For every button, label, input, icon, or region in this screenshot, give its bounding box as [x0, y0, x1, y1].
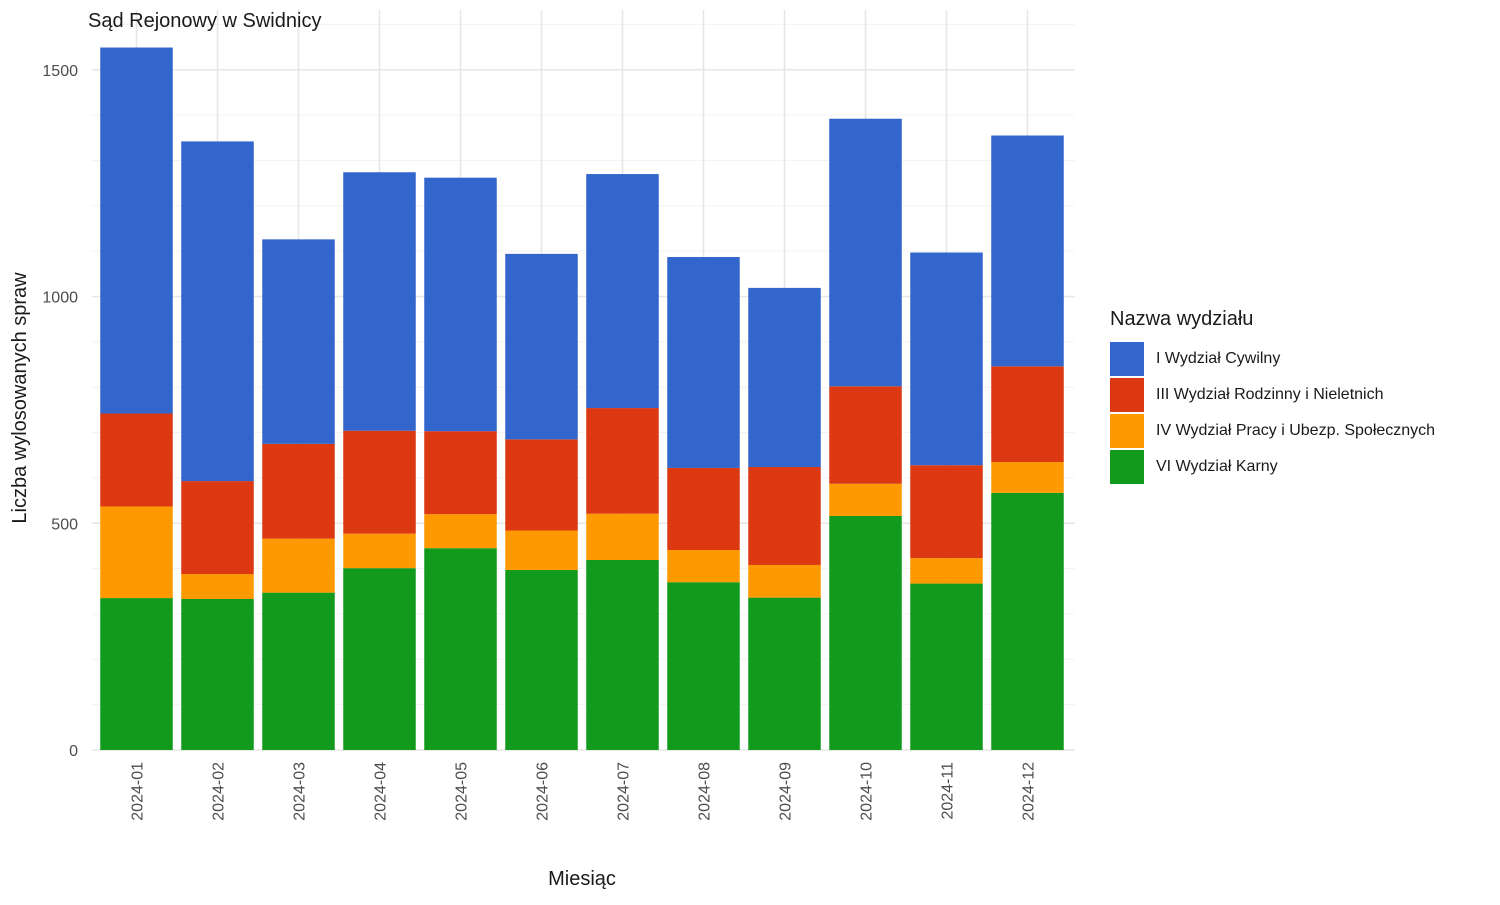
x-tick-label: 2024-05: [454, 762, 471, 821]
bar-segment: [343, 568, 416, 750]
x-tick-label: 2024-12: [1021, 762, 1038, 821]
bar-segment: [181, 141, 254, 482]
bar-segment: [991, 366, 1064, 463]
bar-segment: [748, 287, 821, 468]
legend: Nazwa wydziału I Wydział Cywilny III Wydz…: [1110, 308, 1435, 485]
bar-segment: [586, 559, 659, 750]
legend-label: IV Wydział Pracy i Ubezp. Społecznych: [1156, 422, 1436, 439]
legend-key: [1110, 342, 1144, 376]
bar-segment: [586, 174, 659, 409]
bar-segment: [100, 413, 173, 507]
y-axis-title: Liczba wylosowanych spraw: [9, 272, 31, 524]
bar-segment: [262, 538, 335, 593]
bar-segment: [667, 467, 740, 551]
x-axis-title: Miesiąc: [548, 868, 616, 890]
legend-title: Nazwa wydziału: [1110, 308, 1254, 330]
bar-segment: [505, 439, 578, 531]
x-tick-label: 2024-06: [535, 762, 552, 821]
bar-segment: [262, 592, 335, 750]
x-tick-label: 2024-01: [130, 762, 147, 821]
y-tick-label: 1500: [42, 63, 78, 80]
bar-segment: [667, 550, 740, 583]
x-tick-label: 2024-07: [616, 762, 633, 821]
bars-layer: [100, 47, 1064, 750]
bar-segment: [829, 118, 902, 387]
bar-segment: [829, 515, 902, 750]
legend-label: I Wydział Cywilny: [1156, 350, 1281, 367]
bar-segment: [343, 172, 416, 431]
chart-title: Sąd Rejonowy w Swidnicy: [88, 10, 321, 32]
bar-segment: [910, 583, 983, 750]
legend-key: [1110, 414, 1144, 448]
y-tick-label: 0: [69, 743, 78, 760]
bar-segment: [586, 513, 659, 560]
bar-segment: [424, 548, 497, 750]
bar-segment: [262, 443, 335, 539]
bar-segment: [181, 598, 254, 750]
y-tick-labels: 0 500 1000 1500: [42, 63, 78, 760]
bar-segment: [505, 530, 578, 570]
bar-segment: [505, 569, 578, 750]
x-tick-labels: 2024-01 2024-02 2024-03 2024-04 2024-05 2024-…: [130, 762, 1038, 821]
x-tick-label: 2024-04: [373, 762, 390, 821]
legend-item: III Wydział Rodzinny i Nieletnich: [1110, 377, 1435, 413]
bar-segment: [424, 431, 497, 515]
legend-item: I Wydział Cywilny: [1110, 341, 1435, 377]
bar-segment: [991, 492, 1064, 750]
x-tick-label: 2024-11: [940, 762, 957, 820]
bar-segment: [505, 253, 578, 440]
x-tick-label: 2024-08: [697, 762, 714, 821]
bar-segment: [991, 462, 1064, 493]
bar-segment: [343, 533, 416, 569]
x-tick-label: 2024-10: [859, 762, 876, 821]
bar-segment: [100, 598, 173, 750]
bar-segment: [910, 558, 983, 584]
legend-item: IV Wydział Pracy i Ubezp. Społecznych: [1110, 413, 1435, 449]
bar-segment: [829, 386, 902, 484]
bar-segment: [910, 465, 983, 559]
x-tick-label: 2024-02: [211, 762, 228, 821]
bar-segment: [100, 506, 173, 599]
bar-segment: [586, 408, 659, 514]
bar-segment: [343, 430, 416, 534]
bar-segment: [424, 177, 497, 432]
bar-segment: [181, 481, 254, 575]
bar-segment: [748, 564, 821, 598]
legend-key: [1110, 450, 1144, 484]
bar-segment: [262, 239, 335, 444]
bar-segment: [910, 252, 983, 466]
bar-segment: [100, 47, 173, 414]
y-tick-label: 500: [51, 516, 78, 533]
legend-item: VI Wydział Karny: [1110, 449, 1435, 485]
bar-segment: [667, 582, 740, 750]
bar-segment: [748, 467, 821, 565]
legend-key: [1110, 378, 1144, 412]
x-tick-label: 2024-03: [292, 762, 309, 821]
y-tick-label: 1000: [42, 290, 78, 307]
bar-segment: [748, 597, 821, 750]
bar-segment: [424, 514, 497, 549]
bar-segment: [829, 483, 902, 516]
x-tick-label: 2024-09: [778, 762, 795, 821]
legend-items: I Wydział Cywilny III Wydział Rodzinny i …: [1110, 341, 1435, 485]
bar-segment: [667, 257, 740, 468]
bar-segment: [181, 574, 254, 599]
legend-label: III Wydział Rodzinny i Nieletnich: [1156, 386, 1384, 403]
legend-label: VI Wydział Karny: [1156, 458, 1278, 475]
bar-segment: [991, 135, 1064, 367]
